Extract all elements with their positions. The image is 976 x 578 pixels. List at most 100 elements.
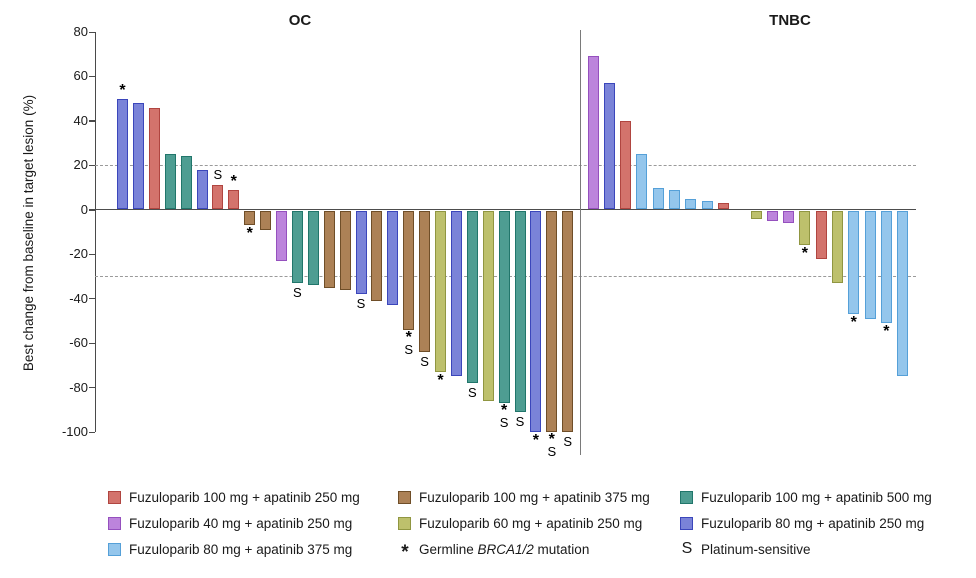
y-axis-tick-label: -100 <box>61 424 88 440</box>
bar <box>244 210 256 226</box>
legend-label: Fuzuloparib 80 mg + apatinib 250 mg <box>701 515 925 531</box>
bar <box>180 156 192 210</box>
legend-item: Fuzuloparib 80 mg + apatinib 250 mg <box>680 515 924 531</box>
y-axis-tick-label: -40 <box>69 290 88 306</box>
y-axis-tick <box>89 164 95 167</box>
legend-label: Fuzuloparib 80 mg + apatinib 375 mg <box>129 541 353 557</box>
y-axis-tick <box>89 75 95 78</box>
legend-label: Fuzuloparib 100 mg + apatinib 500 mg <box>701 489 932 505</box>
bar-marker: S <box>414 355 436 368</box>
bar <box>387 210 399 306</box>
brca-mutation-marker: * <box>405 328 412 346</box>
bar <box>766 210 778 221</box>
bar-marker: * <box>430 372 452 390</box>
bar <box>832 210 843 284</box>
legend-swatch-f80a250 <box>680 516 693 530</box>
legend-item: S Platinum-sensitive <box>680 540 811 557</box>
platinum-sensitive-marker: S <box>293 285 302 301</box>
legend-swatch-f40a250 <box>108 516 121 530</box>
panel-title-tnbc: TNBC <box>769 12 811 29</box>
y-axis-tick-label: 60 <box>73 68 88 84</box>
bar-marker: S <box>557 435 579 448</box>
bar <box>685 198 697 210</box>
bar <box>897 210 909 377</box>
bar-marker: * <box>794 245 816 263</box>
legend-item: Fuzuloparib 100 mg + apatinib 500 mg <box>680 489 932 505</box>
bar-marker: * <box>239 226 261 242</box>
legend-item: Fuzuloparib 100 mg + apatinib 250 mg <box>108 489 360 505</box>
brca-mutation-marker: * <box>437 372 444 390</box>
zero-baseline <box>95 209 916 211</box>
bar-marker: * S <box>398 328 420 357</box>
bar <box>799 210 811 246</box>
legend: Fuzuloparib 100 mg + apatinib 250 mg Fuzu… <box>0 483 976 573</box>
bar <box>371 210 383 301</box>
legend-swatch-f100a375 <box>398 490 411 504</box>
bar <box>514 210 526 413</box>
platinum-sensitive-marker: S <box>420 354 429 370</box>
y-axis-tick <box>89 431 95 433</box>
legend-item: Fuzuloparib 40 mg + apatinib 250 mg <box>108 515 352 531</box>
platinum-sensitive-marker: S <box>404 341 414 357</box>
y-axis-line <box>95 32 97 433</box>
bar <box>603 83 615 210</box>
bar <box>848 210 860 315</box>
brca-mutation-marker: * <box>548 431 555 449</box>
brca-mutation-marker: * <box>850 314 857 332</box>
y-axis-tick-label: -20 <box>69 246 88 262</box>
platinum-sensitive-marker: S <box>563 434 573 450</box>
y-axis-tick <box>89 387 95 389</box>
legend-label: Fuzuloparib 40 mg + apatinib 250 mg <box>129 515 353 531</box>
bar <box>132 103 144 210</box>
bar <box>419 210 431 353</box>
bar <box>355 210 367 295</box>
bar <box>164 154 176 210</box>
y-axis-tick-label: 20 <box>73 157 88 173</box>
brca-mutation-marker: * <box>801 245 808 263</box>
bar <box>307 210 319 286</box>
bar <box>636 154 648 210</box>
bar <box>403 210 415 330</box>
bar <box>530 210 542 433</box>
reference-line <box>95 165 916 167</box>
bar <box>701 200 713 210</box>
brca-marker-symbol: * <box>401 542 409 563</box>
bar <box>212 185 224 210</box>
plot-area: 80 60 40 20 0 -20 -40 -60 -80 -100 * S * * S S * S S * S * S S *… <box>61 24 916 458</box>
bar <box>196 169 208 210</box>
platinum-sensitive-marker: S <box>213 167 223 183</box>
panel-divider <box>580 30 582 455</box>
brca-mutation-marker: * <box>500 402 508 420</box>
y-axis-tick <box>89 342 95 344</box>
y-axis-tick <box>89 120 95 122</box>
y-axis-tick-label: -60 <box>69 335 88 351</box>
legend-swatch-f100a250 <box>108 490 121 504</box>
bar <box>148 107 160 210</box>
brca-mutation-marker: * <box>883 323 890 341</box>
legend-swatch-f60a250 <box>398 516 411 530</box>
bar <box>260 210 272 230</box>
bar <box>562 210 574 433</box>
bar-marker: * <box>875 323 897 341</box>
legend-label: Fuzuloparib 60 mg + apatinib 250 mg <box>419 515 643 531</box>
y-axis-tick <box>89 31 95 33</box>
bar <box>228 189 240 210</box>
legend-item: Fuzuloparib 60 mg + apatinib 250 mg <box>398 515 642 531</box>
bar-marker: * <box>525 432 547 450</box>
legend-item: * Germline BRCA1/2 mutation <box>398 541 589 563</box>
y-axis-tick-label: 40 <box>73 112 88 128</box>
bar <box>669 189 680 210</box>
brca-mutation-marker: * <box>119 81 126 99</box>
bar <box>750 210 762 219</box>
bar <box>652 187 664 210</box>
bar <box>466 210 478 384</box>
legend-swatch-f100a500 <box>680 490 693 504</box>
brca-mutation-marker: * <box>532 432 539 450</box>
bar-marker: * <box>112 81 134 99</box>
bar <box>620 120 632 210</box>
legend-label: Fuzuloparib 100 mg + apatinib 250 mg <box>129 489 360 505</box>
bar <box>498 210 510 404</box>
y-axis-tick-label: 0 <box>80 201 88 217</box>
bar <box>291 210 303 284</box>
